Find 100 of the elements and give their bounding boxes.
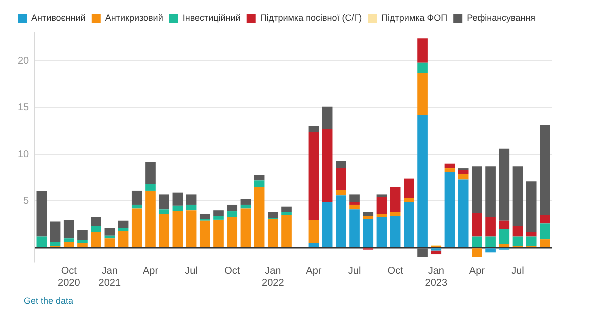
bar (172, 206, 184, 212)
bar (499, 220, 510, 230)
bar (104, 238, 116, 248)
bar (240, 208, 252, 248)
legend-label: Антивоєнний (32, 12, 86, 23)
bar (64, 238, 74, 242)
bar (132, 204, 142, 209)
bar (172, 212, 184, 248)
bar (268, 219, 278, 248)
bar (282, 206, 292, 212)
bar (78, 240, 88, 244)
bar (227, 204, 238, 212)
text: Get the data (24, 296, 75, 306)
bar (78, 243, 88, 248)
bar (322, 129, 333, 202)
bar (240, 204, 252, 209)
bar (390, 212, 401, 216)
bar (132, 208, 142, 248)
x-tick-label: Jul (348, 266, 362, 277)
bar (418, 62, 428, 74)
bar (336, 161, 346, 169)
bar (268, 212, 278, 218)
bar (444, 168, 456, 172)
bar (186, 204, 197, 211)
bar (50, 222, 61, 242)
legend-label: Інвестиційний (182, 12, 241, 23)
bar (472, 236, 482, 248)
bar (336, 168, 346, 190)
bar (254, 187, 265, 248)
bar (472, 248, 482, 258)
bar (404, 202, 414, 248)
bar (254, 180, 265, 188)
bar (78, 230, 88, 240)
bar (186, 210, 197, 248)
y-tick-label: 5 (24, 196, 30, 207)
bar (214, 220, 224, 248)
bar (91, 232, 102, 248)
bar (499, 244, 510, 248)
bar (227, 212, 238, 218)
bar (350, 204, 360, 210)
x-tick-label: Jul (185, 266, 198, 277)
x-tick-label: Apr (306, 266, 322, 277)
bar (512, 166, 524, 226)
bar (390, 216, 401, 248)
x-tick-label: Jul (512, 266, 524, 277)
bar (132, 190, 142, 205)
bar (254, 175, 265, 181)
bar (363, 216, 374, 220)
bar (512, 226, 524, 237)
bar (526, 236, 537, 246)
bar (350, 210, 360, 248)
x-tick-label: Apr (469, 266, 486, 277)
bar (146, 162, 156, 184)
bar (444, 164, 456, 169)
bar (418, 115, 428, 248)
bar (227, 217, 238, 248)
bar (444, 172, 456, 248)
legend-label: Підтримка посівної (С/Г) (260, 12, 362, 23)
bar (486, 166, 496, 218)
bar (350, 194, 360, 202)
bar (104, 228, 116, 236)
bar (418, 73, 428, 116)
legend-label: Підтримка ФОП (382, 12, 448, 23)
bar (146, 184, 156, 191)
bar (308, 126, 320, 132)
bar (431, 250, 442, 255)
bar (118, 220, 129, 228)
bar (363, 212, 374, 216)
bar (404, 198, 414, 202)
bar (308, 243, 320, 248)
bar (540, 224, 550, 240)
bar (336, 190, 346, 196)
bar (50, 242, 61, 246)
bar (526, 232, 537, 237)
bar (486, 217, 496, 237)
bar (458, 174, 469, 180)
bar (322, 106, 333, 130)
bar (376, 194, 388, 198)
bar (146, 190, 156, 248)
legend-label: Рефінансування (467, 12, 536, 23)
bar (214, 216, 224, 220)
bar (240, 199, 252, 205)
bar (91, 226, 102, 232)
bar (499, 229, 510, 244)
bar (390, 187, 401, 212)
bar (540, 240, 550, 248)
x-tick-label: Jan 2022 (262, 266, 285, 289)
bar (376, 198, 388, 214)
y-tick-label: 20 (18, 56, 30, 67)
bar (376, 217, 388, 248)
y-tick-label: 10 (18, 149, 30, 160)
bar (308, 132, 320, 220)
bar (350, 202, 360, 205)
bar (486, 236, 496, 248)
bar (486, 248, 496, 253)
y-tick-label: 15 (18, 102, 30, 114)
bar (159, 210, 170, 214)
bar (472, 166, 482, 214)
bar (540, 126, 550, 216)
legend-label: Антикризовий (105, 12, 164, 23)
